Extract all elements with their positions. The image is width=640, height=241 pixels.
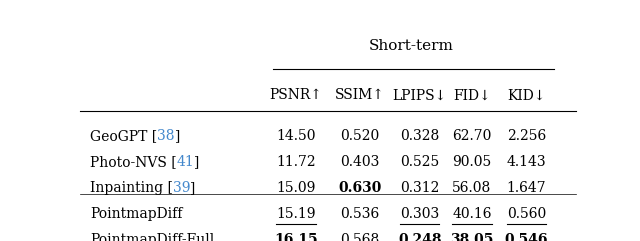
Text: FID↓: FID↓ xyxy=(453,88,491,102)
Text: 0.536: 0.536 xyxy=(340,207,380,221)
Text: 41: 41 xyxy=(177,155,195,169)
Text: 40.16: 40.16 xyxy=(452,207,492,221)
Text: 0.303: 0.303 xyxy=(400,207,440,221)
Text: KID↓: KID↓ xyxy=(508,88,545,102)
Text: 0.568: 0.568 xyxy=(340,233,380,241)
Text: 14.50: 14.50 xyxy=(276,129,316,143)
Text: 0.403: 0.403 xyxy=(340,155,380,169)
Text: 0.560: 0.560 xyxy=(507,207,546,221)
Text: 15.09: 15.09 xyxy=(276,181,316,195)
Text: 56.08: 56.08 xyxy=(452,181,492,195)
Text: 90.05: 90.05 xyxy=(452,155,492,169)
Text: PointmapDiff: PointmapDiff xyxy=(90,207,182,221)
Text: 0.328: 0.328 xyxy=(400,129,440,143)
Text: 0.520: 0.520 xyxy=(340,129,380,143)
Text: 38.05: 38.05 xyxy=(450,233,493,241)
Text: ]: ] xyxy=(195,155,200,169)
Text: 2.256: 2.256 xyxy=(507,129,546,143)
Text: ]: ] xyxy=(175,129,180,143)
Text: SSIM↑: SSIM↑ xyxy=(335,88,385,102)
Text: 38: 38 xyxy=(157,129,175,143)
Text: ]: ] xyxy=(190,181,196,195)
Text: Photo-NVS [: Photo-NVS [ xyxy=(90,155,177,169)
Text: 1.647: 1.647 xyxy=(507,181,546,195)
Text: 62.70: 62.70 xyxy=(452,129,492,143)
Text: 16.15: 16.15 xyxy=(274,233,317,241)
Text: PointmapDiff-Full: PointmapDiff-Full xyxy=(90,233,214,241)
Text: PSNR↑: PSNR↑ xyxy=(269,88,322,102)
Text: 0.248: 0.248 xyxy=(398,233,442,241)
Text: 11.72: 11.72 xyxy=(276,155,316,169)
Text: Inpainting [: Inpainting [ xyxy=(90,181,173,195)
Text: 0.630: 0.630 xyxy=(339,181,382,195)
Text: GeoGPT [: GeoGPT [ xyxy=(90,129,157,143)
Text: LPIPS↓: LPIPS↓ xyxy=(392,88,447,102)
Text: 39: 39 xyxy=(173,181,190,195)
Text: 4.143: 4.143 xyxy=(507,155,546,169)
Text: Short-term: Short-term xyxy=(369,39,454,53)
Text: 15.19: 15.19 xyxy=(276,207,316,221)
Text: 0.546: 0.546 xyxy=(505,233,548,241)
Text: 0.525: 0.525 xyxy=(400,155,440,169)
Text: 0.312: 0.312 xyxy=(400,181,440,195)
